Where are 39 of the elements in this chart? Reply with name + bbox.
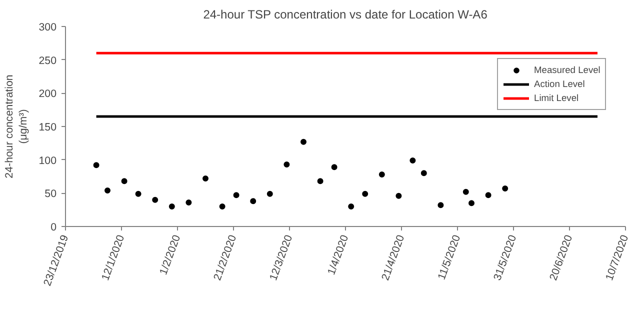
point — [438, 202, 444, 208]
y-tick-label: 250 — [38, 54, 57, 67]
point — [331, 164, 338, 170]
point — [186, 200, 192, 206]
chart-title: 24-hour TSP concentration vs date for Location W-A6 — [203, 8, 488, 22]
point — [410, 158, 416, 164]
point — [300, 138, 306, 145]
point — [104, 188, 110, 194]
point — [168, 204, 175, 210]
y-axis-title: 24-hour concentration (μg/m³) — [3, 74, 30, 178]
point — [266, 190, 273, 197]
point — [468, 200, 474, 206]
point — [219, 204, 226, 210]
point — [93, 162, 100, 168]
point — [233, 192, 240, 198]
point — [420, 170, 427, 176]
y-tick-label: 100 — [38, 154, 57, 167]
point — [135, 190, 142, 197]
point — [348, 204, 354, 210]
point — [502, 186, 508, 192]
point — [152, 196, 158, 203]
point — [284, 162, 290, 168]
point — [202, 176, 208, 182]
point — [396, 192, 402, 199]
legend-label: Limit Level — [534, 92, 579, 104]
point — [250, 198, 256, 204]
y-tick-label: 150 — [38, 122, 57, 134]
y-tick-label: 300 — [38, 22, 57, 34]
point — [485, 192, 492, 198]
point — [317, 178, 324, 184]
point — [378, 172, 385, 178]
point — [121, 178, 128, 184]
legend-label: Action Level — [534, 78, 585, 90]
point — [362, 190, 368, 197]
point — [462, 188, 469, 195]
legend-label: Measured Level — [534, 64, 600, 76]
y-tick-label: 0 — [50, 222, 57, 234]
y-tick-label: 200 — [38, 88, 57, 100]
y-tick-label: 50 — [44, 188, 57, 200]
